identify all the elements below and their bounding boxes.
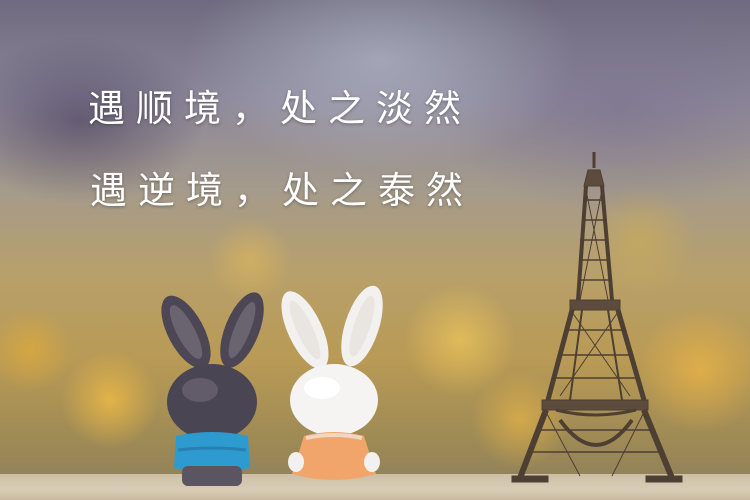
eiffel-tower-model: [511, 152, 683, 483]
dark-rabbit-figurine: [161, 292, 264, 486]
caption-line-1: 遇顺境，处之淡然: [88, 87, 472, 130]
white-rabbit-figurine: [281, 285, 383, 480]
caption-line-2: 遇逆境，处之泰然: [90, 169, 474, 212]
ground-surface: [0, 474, 750, 500]
